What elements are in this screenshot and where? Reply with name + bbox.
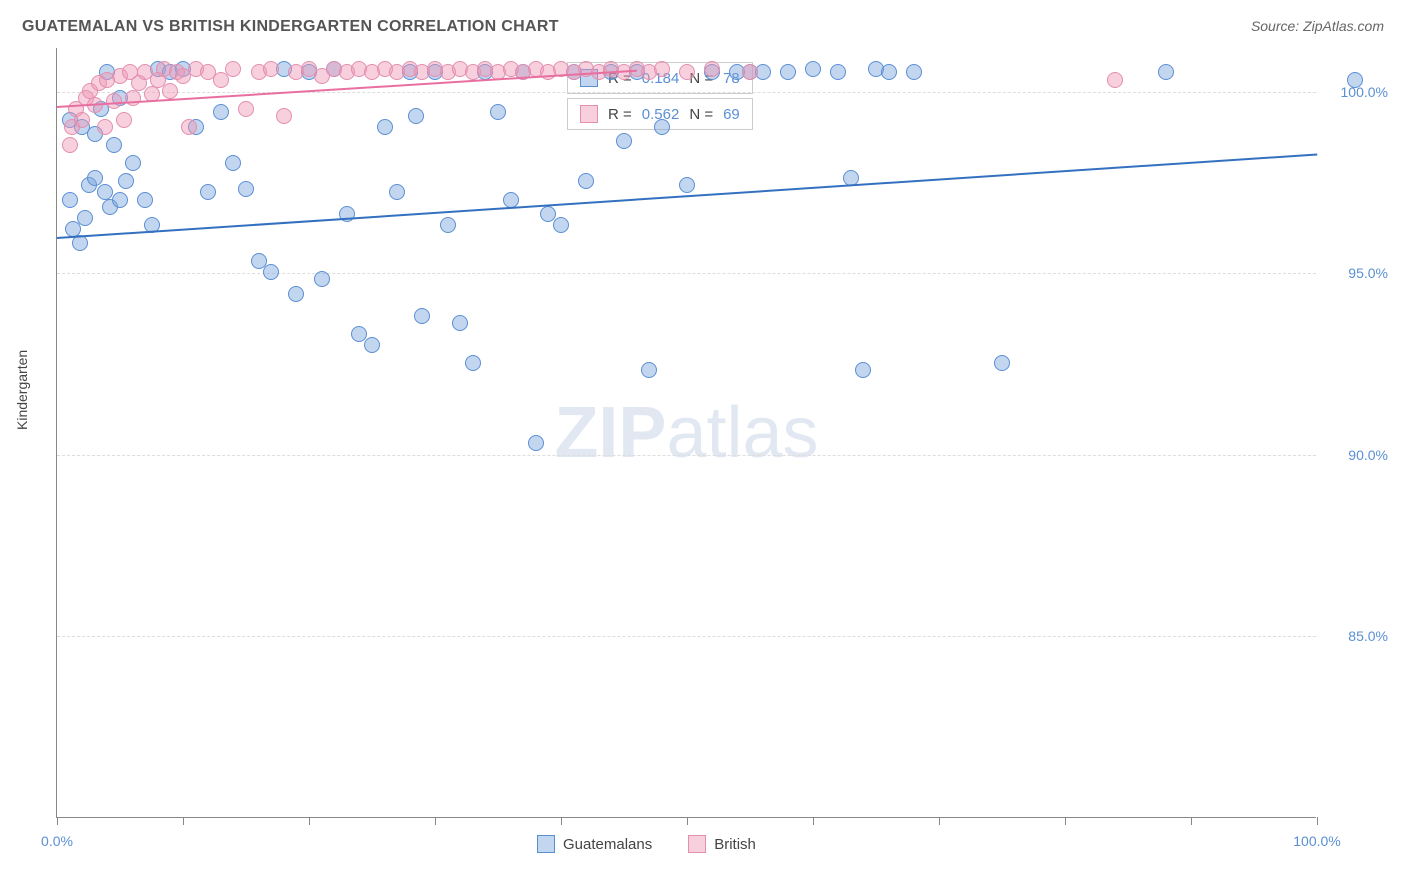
scatter-point bbox=[225, 155, 241, 171]
r-label: R = bbox=[608, 106, 632, 123]
plot-area: ZIPatlas R = 0.184 N = 78 R = 0.562 N = … bbox=[56, 48, 1316, 818]
scatter-point bbox=[125, 155, 141, 171]
scatter-point bbox=[181, 119, 197, 135]
y-tick-label: 95.0% bbox=[1348, 265, 1388, 281]
y-tick-label: 90.0% bbox=[1348, 447, 1388, 463]
scatter-point bbox=[805, 61, 821, 77]
scatter-point bbox=[578, 173, 594, 189]
scatter-point bbox=[213, 72, 229, 88]
scatter-point bbox=[440, 217, 456, 233]
scatter-point bbox=[881, 64, 897, 80]
scatter-point bbox=[238, 101, 254, 117]
scatter-point bbox=[225, 61, 241, 77]
scatter-point bbox=[77, 210, 93, 226]
n-label: N = bbox=[689, 106, 713, 123]
x-tick-label: 100.0% bbox=[1293, 833, 1340, 849]
scatter-point bbox=[364, 337, 380, 353]
watermark-bold: ZIP bbox=[554, 393, 666, 473]
scatter-point bbox=[830, 64, 846, 80]
scatter-point bbox=[162, 83, 178, 99]
scatter-point bbox=[288, 286, 304, 302]
chart-title: GUATEMALAN VS BRITISH KINDERGARTEN CORRE… bbox=[22, 18, 559, 36]
x-tick bbox=[309, 817, 310, 825]
bottom-swatch-guatemalans bbox=[537, 835, 555, 853]
x-tick bbox=[183, 817, 184, 825]
scatter-point bbox=[112, 192, 128, 208]
source-label: Source: ZipAtlas.com bbox=[1251, 18, 1384, 34]
scatter-point bbox=[263, 61, 279, 77]
scatter-point bbox=[414, 308, 430, 324]
scatter-point bbox=[389, 184, 405, 200]
x-tick-label: 0.0% bbox=[41, 833, 73, 849]
scatter-point bbox=[377, 119, 393, 135]
x-tick bbox=[1065, 817, 1066, 825]
bottom-label-guatemalans: Guatemalans bbox=[563, 836, 652, 853]
n-value-british: 69 bbox=[723, 106, 740, 123]
scatter-point bbox=[276, 108, 292, 124]
scatter-point bbox=[616, 133, 632, 149]
scatter-point bbox=[118, 173, 134, 189]
scatter-point bbox=[238, 181, 254, 197]
bottom-swatch-british bbox=[688, 835, 706, 853]
x-tick bbox=[939, 817, 940, 825]
scatter-point bbox=[679, 177, 695, 193]
x-tick bbox=[813, 817, 814, 825]
scatter-point bbox=[137, 192, 153, 208]
scatter-point bbox=[74, 112, 90, 128]
scatter-point bbox=[1347, 72, 1363, 88]
scatter-point bbox=[855, 362, 871, 378]
scatter-point bbox=[263, 264, 279, 280]
scatter-point bbox=[780, 64, 796, 80]
legend-swatch-british bbox=[580, 105, 598, 123]
scatter-point bbox=[106, 137, 122, 153]
scatter-point bbox=[679, 64, 695, 80]
scatter-point bbox=[62, 192, 78, 208]
x-tick bbox=[435, 817, 436, 825]
y-tick-label: 100.0% bbox=[1341, 84, 1388, 100]
watermark: ZIPatlas bbox=[554, 392, 818, 474]
x-tick bbox=[561, 817, 562, 825]
x-tick bbox=[57, 817, 58, 825]
scatter-point bbox=[116, 112, 132, 128]
x-tick bbox=[687, 817, 688, 825]
scatter-point bbox=[1158, 64, 1174, 80]
scatter-point bbox=[200, 184, 216, 200]
scatter-point bbox=[1107, 72, 1123, 88]
scatter-point bbox=[994, 355, 1010, 371]
watermark-light: atlas bbox=[666, 393, 818, 473]
scatter-point bbox=[654, 61, 670, 77]
scatter-point bbox=[213, 104, 229, 120]
bottom-legend: Guatemalans British bbox=[537, 835, 756, 853]
scatter-point bbox=[528, 435, 544, 451]
scatter-point bbox=[314, 271, 330, 287]
scatter-point bbox=[742, 64, 758, 80]
y-tick-label: 85.0% bbox=[1348, 628, 1388, 644]
scatter-point bbox=[553, 217, 569, 233]
scatter-point bbox=[465, 355, 481, 371]
scatter-point bbox=[641, 362, 657, 378]
scatter-point bbox=[490, 104, 506, 120]
gridline bbox=[57, 455, 1316, 456]
scatter-point bbox=[452, 315, 468, 331]
scatter-point bbox=[87, 170, 103, 186]
gridline bbox=[57, 636, 1316, 637]
scatter-point bbox=[62, 137, 78, 153]
x-tick bbox=[1191, 817, 1192, 825]
bottom-label-british: British bbox=[714, 836, 756, 853]
gridline bbox=[57, 92, 1316, 93]
scatter-point bbox=[704, 61, 720, 77]
scatter-point bbox=[503, 192, 519, 208]
scatter-point bbox=[97, 119, 113, 135]
scatter-point bbox=[906, 64, 922, 80]
scatter-point bbox=[654, 119, 670, 135]
gridline bbox=[57, 273, 1316, 274]
x-tick bbox=[1317, 817, 1318, 825]
scatter-point bbox=[408, 108, 424, 124]
y-axis-label: Kindergarten bbox=[14, 350, 30, 430]
